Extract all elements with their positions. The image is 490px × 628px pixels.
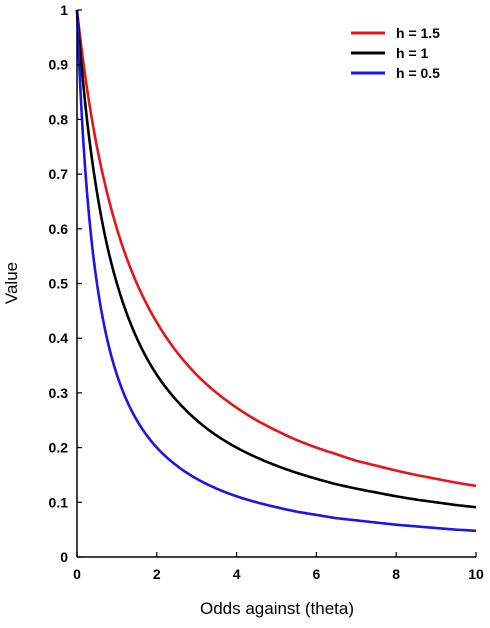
x-tick-label: 0 (73, 566, 81, 582)
legend: h = 1.5 h = 1 h = 0.5 (351, 25, 440, 81)
y-tick-label: 0 (60, 549, 68, 565)
y-tick-label: 0.5 (49, 276, 69, 292)
legend-label-1: h = 1.5 (396, 25, 440, 41)
x-tick-label: 8 (392, 566, 400, 582)
axes-layer: 0 2 4 6 8 10 0 0.1 0.2 0.3 0.4 0.5 0.6 0.7 0.8 0.9 1 (49, 2, 484, 582)
series-line-3 (75, 9, 477, 533)
y-tick-label: 0.2 (49, 440, 69, 456)
x-tick-label: 2 (153, 566, 161, 582)
y-tick-label: 0.7 (49, 166, 69, 182)
y-tick-label: 0.6 (49, 221, 69, 237)
y-tick-label: 1 (60, 2, 68, 18)
x-tick-label: 4 (233, 566, 241, 582)
x-tick-label: 10 (468, 566, 484, 582)
series-line-2 (75, 9, 477, 509)
series-layer (75, 9, 477, 533)
y-tick-label: 0.9 (49, 57, 69, 73)
y-tick-label: 0.8 (49, 111, 69, 127)
y-tick-label: 0.1 (49, 494, 69, 510)
y-tick-label: 0.4 (49, 330, 69, 346)
x-tick-label: 6 (313, 566, 321, 582)
x-axis-label: Odds against (theta) (200, 599, 354, 618)
series-line-1 (75, 9, 477, 488)
legend-label-2: h = 1 (396, 45, 429, 61)
y-tick-label: 0.3 (49, 385, 69, 401)
legend-label-3: h = 0.5 (396, 65, 440, 81)
y-axis-label: Value (2, 262, 21, 304)
